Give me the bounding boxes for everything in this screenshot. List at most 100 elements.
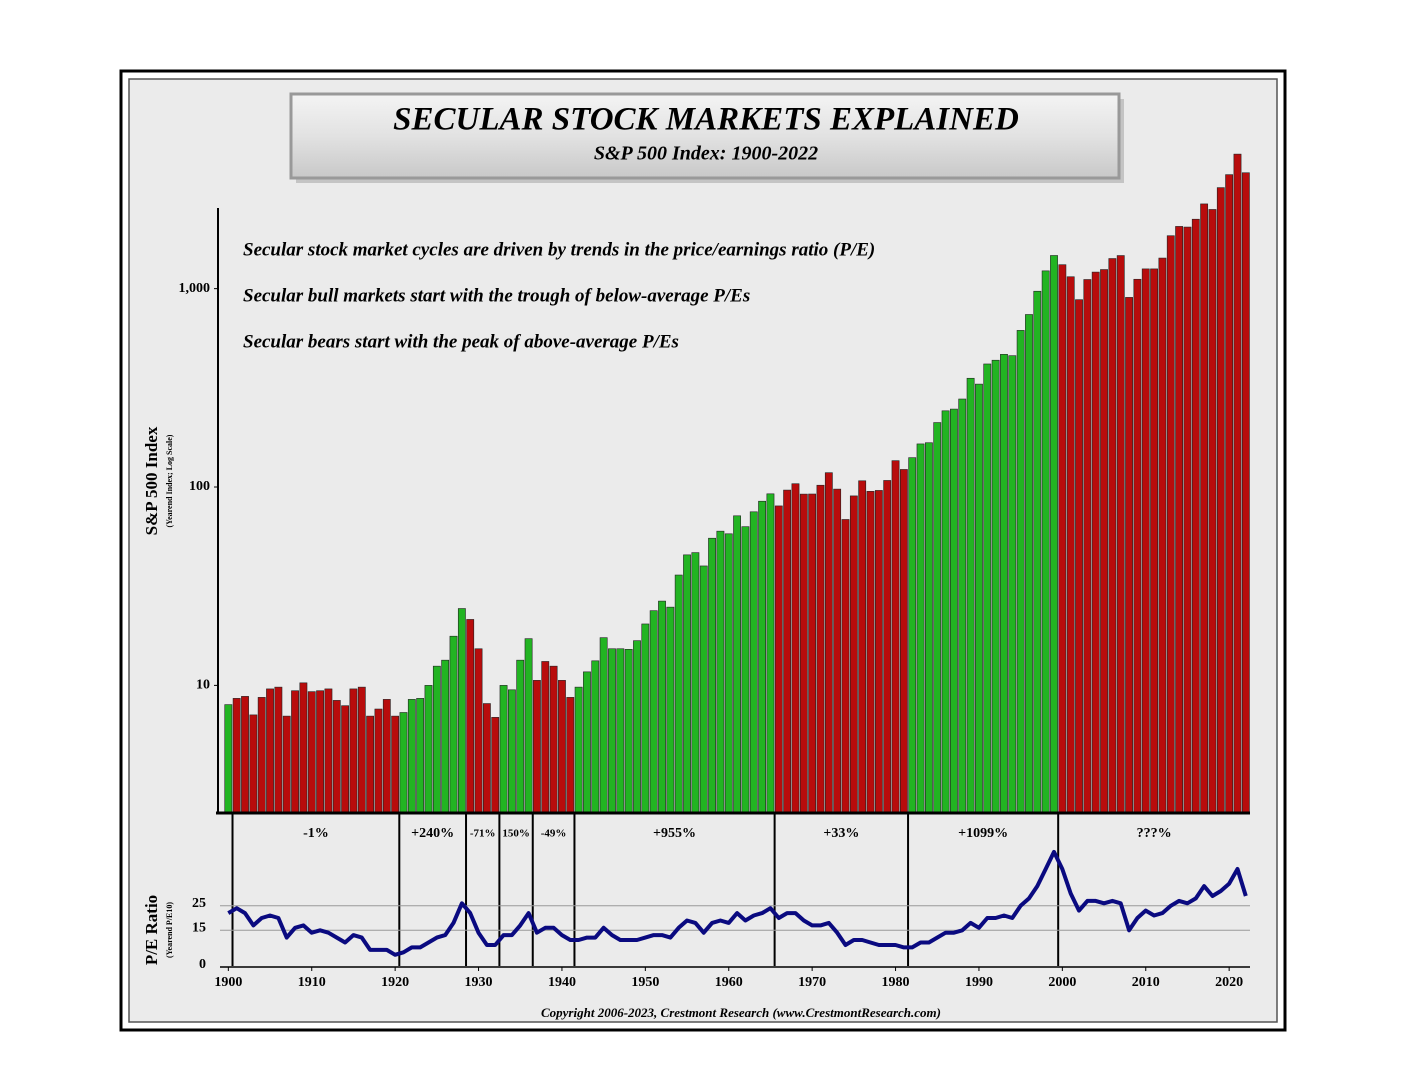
- bar: [1216, 187, 1225, 813]
- bar: [633, 640, 641, 813]
- bar: [933, 422, 942, 813]
- bar: [1016, 330, 1025, 813]
- bar: [1208, 209, 1217, 813]
- segment-return-label: +955%: [653, 826, 696, 841]
- title-box: [289, 92, 1121, 180]
- y-tick-label: 15: [192, 920, 206, 935]
- bar: [299, 682, 308, 813]
- bar: [249, 714, 258, 813]
- bar: [316, 690, 324, 813]
- bar: [357, 686, 366, 813]
- bar: [416, 698, 425, 813]
- bar: [399, 712, 408, 813]
- annotation: Secular bull markets start with the trou…: [243, 285, 750, 306]
- bar: [1158, 257, 1167, 813]
- bar: [724, 533, 733, 813]
- bar: [699, 565, 708, 813]
- bar: [983, 363, 992, 813]
- bar: [1041, 270, 1050, 813]
- bar: [491, 717, 500, 813]
- bar: [966, 377, 975, 813]
- bar: [1116, 255, 1125, 813]
- bar: [324, 688, 333, 813]
- bar: [991, 359, 1000, 813]
- bar: [849, 495, 858, 813]
- bar: [774, 505, 783, 813]
- bar: [1166, 235, 1175, 813]
- bar: [666, 606, 675, 813]
- bar: [524, 638, 533, 813]
- bar: [1083, 279, 1092, 813]
- x-tick-label: 1920: [381, 975, 409, 990]
- bar: [658, 600, 666, 813]
- y-tick-label: 0: [199, 957, 206, 972]
- bar: [541, 661, 550, 813]
- bar: [482, 703, 491, 813]
- segment-return-label: -1%: [303, 826, 329, 841]
- bar: [908, 457, 917, 813]
- bar: [1058, 264, 1067, 813]
- bar: [716, 530, 725, 813]
- bar: [449, 635, 458, 813]
- bar: [1183, 226, 1192, 813]
- bar: [407, 699, 416, 813]
- segment-return-label: +1099%: [958, 826, 1008, 841]
- x-tick-label: 1970: [798, 975, 826, 990]
- pe-axis-title: P/E Ratio: [142, 895, 161, 965]
- bar: [1008, 355, 1017, 813]
- bar: [1033, 290, 1042, 813]
- bar: [749, 511, 758, 813]
- x-tick-label: 2010: [1132, 975, 1160, 990]
- bar: [349, 688, 358, 813]
- bar: [841, 519, 850, 813]
- x-tick-label: 1980: [882, 975, 910, 990]
- bar: [224, 704, 233, 813]
- bar: [591, 660, 600, 813]
- bar: [558, 680, 566, 813]
- bar: [816, 484, 825, 813]
- bar: [583, 671, 591, 813]
- segment-return-label: +240%: [411, 826, 454, 841]
- bar: [574, 686, 583, 813]
- bar: [1100, 269, 1108, 813]
- y-tick-label: 25: [192, 896, 206, 911]
- x-tick-label: 1960: [715, 975, 743, 990]
- bar: [866, 491, 875, 813]
- bar: [799, 493, 808, 813]
- bar: [432, 665, 441, 813]
- segment-return-label: ???%: [1137, 826, 1172, 841]
- bar: [674, 574, 683, 813]
- pe-line: [227, 849, 1248, 957]
- x-tick-label: 1930: [465, 975, 493, 990]
- bar: [950, 408, 958, 813]
- bar: [282, 715, 291, 813]
- bar: [257, 697, 266, 813]
- bar: [608, 648, 616, 813]
- bar: [925, 442, 933, 813]
- bar: [533, 680, 541, 813]
- bar: [883, 480, 892, 813]
- bar: [424, 685, 433, 813]
- bar: [232, 698, 241, 813]
- bar: [1000, 354, 1008, 813]
- bar: [941, 410, 950, 813]
- bar: [1108, 258, 1117, 813]
- bar: [307, 691, 316, 813]
- bar: [332, 700, 341, 813]
- bar: [1050, 255, 1058, 813]
- y-axis-subtitle: (Yearend Index; Log Scale): [165, 434, 174, 527]
- bar: [474, 648, 483, 813]
- bar: [1200, 203, 1209, 813]
- bar: [1125, 297, 1133, 813]
- x-tick-label: 1900: [214, 975, 242, 990]
- bar: [683, 554, 691, 813]
- bar: [566, 697, 575, 813]
- bar: [1233, 153, 1242, 813]
- bar: [916, 443, 925, 813]
- bar: [958, 398, 967, 813]
- bar: [649, 610, 658, 813]
- y-tick-label: 10: [196, 678, 210, 693]
- bar: [274, 686, 283, 813]
